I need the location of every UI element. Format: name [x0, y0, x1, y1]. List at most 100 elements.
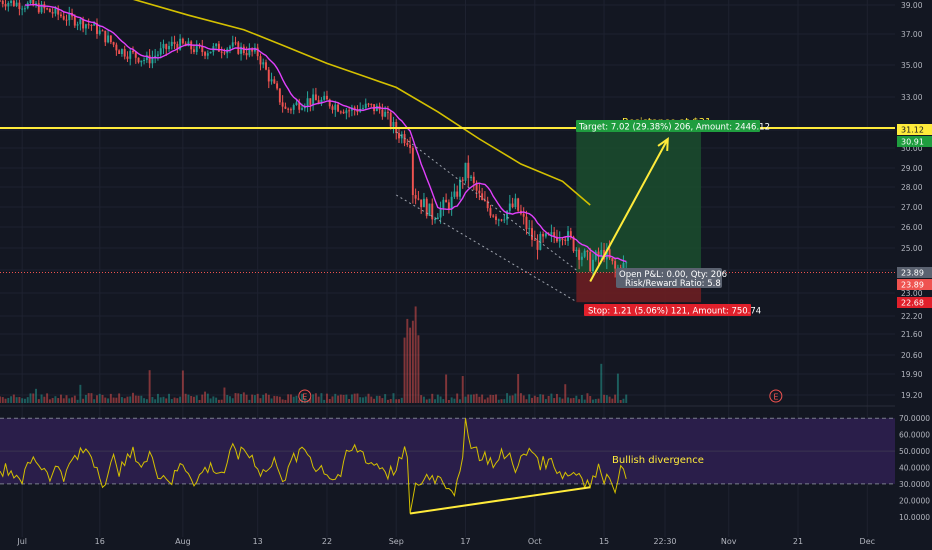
candle-body [442, 199, 445, 208]
candle-body [253, 47, 256, 52]
volume-bar [450, 397, 453, 403]
volume-bar [348, 399, 351, 403]
candle-body [558, 239, 561, 242]
candle-body [46, 8, 49, 10]
candle-body [107, 35, 110, 43]
volume-bar [447, 399, 450, 403]
candle-body [120, 49, 123, 55]
volume-bar [325, 393, 328, 403]
candle-body [137, 57, 140, 63]
time-tick-label: Nov [721, 537, 737, 546]
volume-bar [84, 394, 87, 403]
candle-body [605, 249, 608, 260]
candle-body [625, 262, 628, 264]
volume-bar [375, 395, 378, 403]
volume-bar [287, 394, 290, 403]
candle-body [265, 62, 267, 70]
volume-bar [170, 399, 173, 403]
candle-body [536, 240, 539, 250]
target-zone [576, 131, 702, 273]
candle-body [425, 198, 428, 216]
volume-bar [431, 393, 434, 403]
candle-body [76, 24, 79, 26]
candle-body [398, 133, 400, 139]
volume-bar [98, 393, 101, 403]
volume-bar [314, 393, 317, 403]
volume-bar [251, 394, 254, 403]
volume-bar [511, 395, 514, 403]
current-price-label: 23.89 [901, 269, 924, 278]
volume-bar [519, 393, 522, 403]
price-tick-label: 33.00 [901, 93, 923, 102]
volume-bar [420, 395, 423, 403]
candle-body [259, 56, 262, 65]
candle-body [109, 35, 112, 43]
volume-bar [226, 394, 229, 403]
candle-body [555, 236, 558, 242]
candle-body [37, 3, 40, 13]
volume-bar [467, 394, 470, 403]
candle-body [54, 8, 57, 14]
volume-bar [395, 399, 398, 403]
candle-body [414, 195, 417, 199]
volume-bar [90, 393, 93, 403]
candle-body [389, 112, 392, 127]
volume-bar [51, 397, 54, 403]
candle-body [118, 50, 121, 55]
volume-bar [414, 306, 417, 403]
candle-body [531, 228, 533, 240]
volume-bar [555, 393, 558, 403]
candle-body [1, 0, 4, 5]
candle-body [59, 14, 62, 17]
volume-bar [140, 395, 143, 403]
moving-averages [24, 0, 627, 263]
time-tick-label: 13 [253, 537, 263, 546]
projection-arrow-head [657, 136, 669, 152]
candle-body [65, 19, 68, 21]
candle-body [517, 198, 520, 211]
volume-bar [378, 395, 381, 403]
volume-bar [472, 394, 475, 403]
candle-body [242, 46, 245, 54]
candle-body [331, 106, 334, 110]
candle-body [364, 103, 367, 108]
volume-bar [176, 398, 179, 403]
price-tick-label: 25.00 [901, 244, 923, 253]
volume-bar [317, 396, 320, 403]
current-price-tag [897, 267, 932, 278]
volume-bar [489, 394, 492, 403]
volume-bar [522, 395, 525, 403]
divergence-annotation[interactable]: Bullish divergence [612, 455, 704, 466]
volume-bar [616, 373, 619, 403]
candle-body [156, 54, 159, 56]
candle-body [597, 251, 600, 257]
time-tick-label: Oct [528, 537, 542, 546]
volume-bar [525, 399, 528, 403]
volume-bar [248, 399, 251, 403]
volume-bar [134, 395, 137, 403]
candle-body [101, 30, 104, 32]
volume-bar [96, 395, 98, 403]
price-tick-label: 21.60 [901, 330, 923, 339]
current-price-label-2: 23.89 [901, 281, 924, 290]
candlestick-series [0, 0, 628, 282]
volume-bar [486, 397, 489, 403]
volume-bar [350, 394, 353, 403]
candle-body [15, 2, 18, 6]
candle-body [306, 98, 309, 106]
candle-body [342, 111, 345, 114]
volume-bar [495, 394, 497, 403]
long-position-tool[interactable] [576, 131, 702, 303]
candle-body [154, 55, 157, 57]
candle-body [57, 8, 60, 15]
volume-bar [48, 399, 51, 403]
volume-bar [267, 394, 270, 403]
candle-body [312, 94, 315, 106]
candle-body [220, 51, 223, 53]
candle-body [143, 60, 146, 62]
volume-bar [337, 395, 340, 403]
candle-body [73, 16, 76, 26]
candle-body [384, 111, 387, 117]
